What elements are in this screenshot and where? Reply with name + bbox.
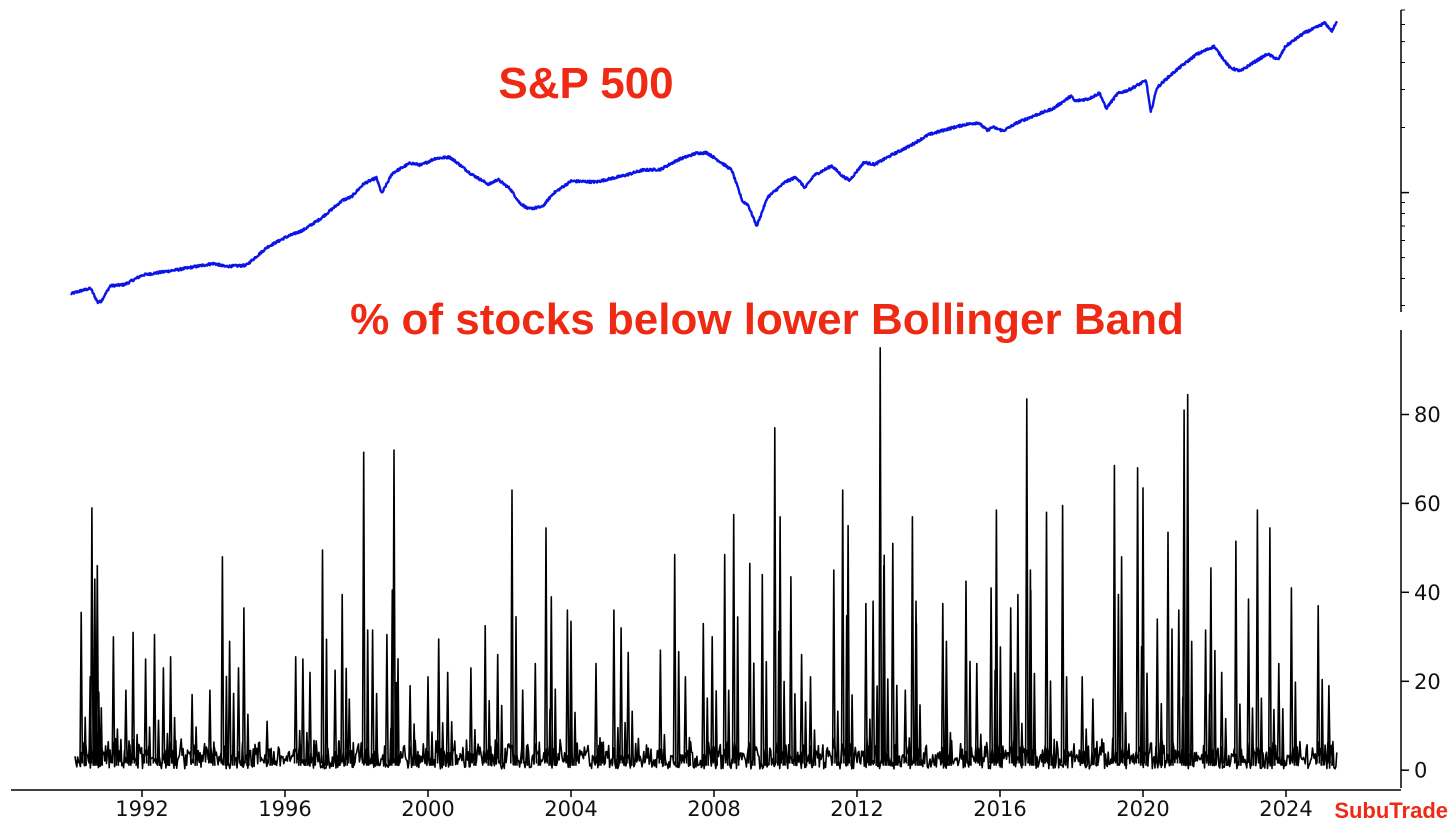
bollinger-y-tick-label: 80 [1414,403,1441,427]
bollinger-y-tick-label: 0 [1414,759,1427,783]
bollinger-y-tick-label: 20 [1414,670,1441,694]
sp500-title: S&P 500 [498,59,673,108]
bollinger-y-tick-label: 40 [1414,581,1441,605]
x-tick-label: 1992 [115,797,168,821]
x-tick-label: 2008 [687,797,740,821]
bollinger-title: % of stocks below lower Bollinger Band [350,295,1184,344]
sp500-y-ticks [1401,9,1409,306]
x-tick-label: 1996 [258,797,311,821]
x-tick-label: 2000 [401,797,454,821]
x-tick-label: 2016 [973,797,1026,821]
x-tick-label: 2012 [830,797,883,821]
bollinger-y-tick-label: 60 [1414,492,1441,516]
bollinger-y-ticks: 0 20 40 60 80 [1401,403,1441,783]
x-tick-label: 2020 [1116,797,1169,821]
x-tick-label: 2004 [544,797,597,821]
x-tick-label: 2024 [1259,797,1312,821]
bollinger-panel: % of stocks below lower Bollinger Band 0… [11,295,1441,821]
x-ticks: 1992 1996 2000 2004 2008 2012 2016 2020 2024 [115,790,1313,821]
sp500-panel: S&P 500 [70,9,1409,312]
bollinger-series-line [74,347,1338,770]
brand-label: SubuTrade [1334,798,1448,823]
sp500-series-line [70,20,1339,305]
